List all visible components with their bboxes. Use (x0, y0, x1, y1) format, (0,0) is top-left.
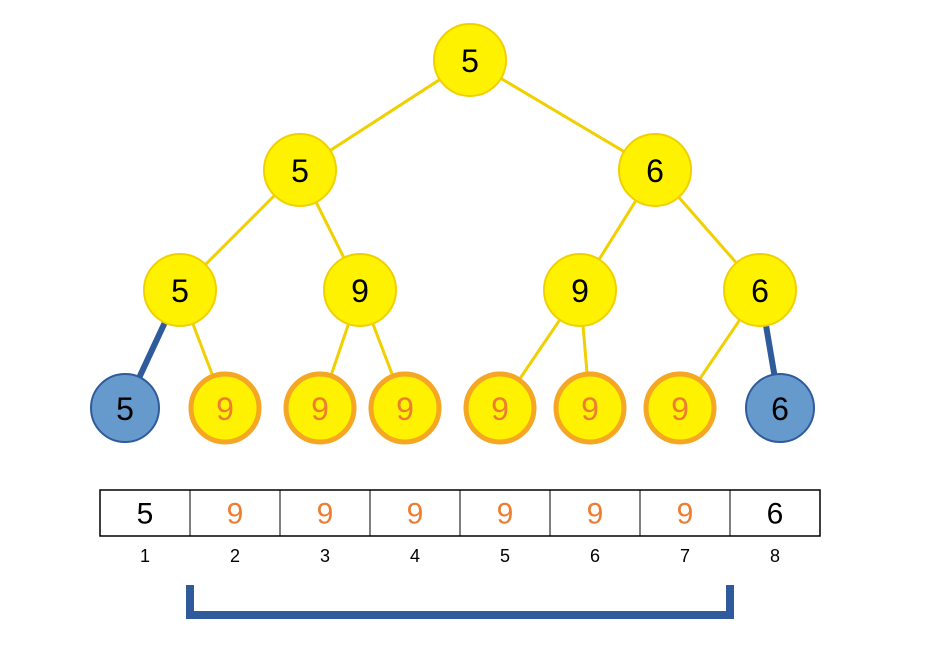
edges (139, 78, 774, 379)
tree-node: 6 (619, 134, 691, 206)
tree-node: 9 (646, 374, 714, 442)
node-label: 5 (171, 273, 189, 309)
array-cell-value: 6 (767, 498, 784, 531)
segment-tree-diagram: 5 5 6 5 9 9 6 5 9 9 9 9 9 9 6 5 1 9 2 9 3 9 4 9 5 9 6 9 7 6 8 (0, 0, 944, 647)
node-label: 6 (771, 391, 789, 427)
tree-edge (766, 325, 774, 374)
tree-edge (316, 202, 344, 258)
tree-node: 9 (286, 374, 354, 442)
tree-node: 5 (91, 374, 159, 442)
tree-edge (373, 324, 393, 377)
tree-node: 9 (371, 374, 439, 442)
tree-node: 6 (724, 254, 796, 326)
node-label: 9 (351, 273, 369, 309)
array-index-label: 6 (590, 546, 600, 566)
node-label: 9 (396, 391, 414, 427)
tree-edge (501, 78, 624, 151)
tree-node: 6 (746, 374, 814, 442)
tree-edge (331, 324, 349, 376)
tree-node: 9 (191, 374, 259, 442)
tree-edge (699, 320, 740, 380)
tree-node: 9 (324, 254, 396, 326)
tree-edge (679, 197, 737, 263)
node-label: 6 (751, 273, 769, 309)
tree-edge (519, 320, 560, 380)
array-cell-value: 9 (497, 498, 514, 531)
tree-node: 5 (264, 134, 336, 206)
array-index-label: 1 (140, 546, 150, 566)
tree-edge (205, 195, 274, 264)
tree-node: 5 (434, 24, 506, 96)
array-cell-value: 9 (407, 498, 424, 531)
array-index-label: 3 (320, 546, 330, 566)
node-label: 5 (116, 391, 134, 427)
array-cell-value: 9 (587, 498, 604, 531)
node-label: 9 (491, 391, 509, 427)
tree-node: 5 (144, 254, 216, 326)
tree-node: 9 (556, 374, 624, 442)
node-label: 9 (581, 391, 599, 427)
array-cell-value: 9 (677, 498, 694, 531)
tree-edge (583, 326, 587, 374)
array-index-label: 5 (500, 546, 510, 566)
tree-node: 9 (544, 254, 616, 326)
tree-edge (330, 80, 440, 151)
node-label: 5 (291, 153, 309, 189)
range-bracket (190, 585, 730, 615)
array-index-label: 2 (230, 546, 240, 566)
node-label: 6 (646, 153, 664, 189)
node-label: 9 (311, 391, 329, 427)
tree-edge (139, 323, 164, 378)
array-row: 5 1 9 2 9 3 9 4 9 5 9 6 9 7 6 8 (100, 490, 820, 566)
node-label: 9 (671, 391, 689, 427)
node-label: 9 (216, 391, 234, 427)
node-label: 9 (571, 273, 589, 309)
array-cell-value: 9 (317, 498, 334, 531)
array-cell-value: 9 (227, 498, 244, 531)
tree-edge (599, 201, 636, 260)
array-index-label: 7 (680, 546, 690, 566)
array-index-label: 4 (410, 546, 420, 566)
nodes: 5 5 6 5 9 9 6 5 9 9 9 9 9 9 6 (91, 24, 814, 442)
tree-edge (193, 324, 213, 377)
array-index-label: 8 (770, 546, 780, 566)
tree-node: 9 (466, 374, 534, 442)
array-cell-value: 5 (137, 498, 154, 531)
node-label: 5 (461, 43, 479, 79)
